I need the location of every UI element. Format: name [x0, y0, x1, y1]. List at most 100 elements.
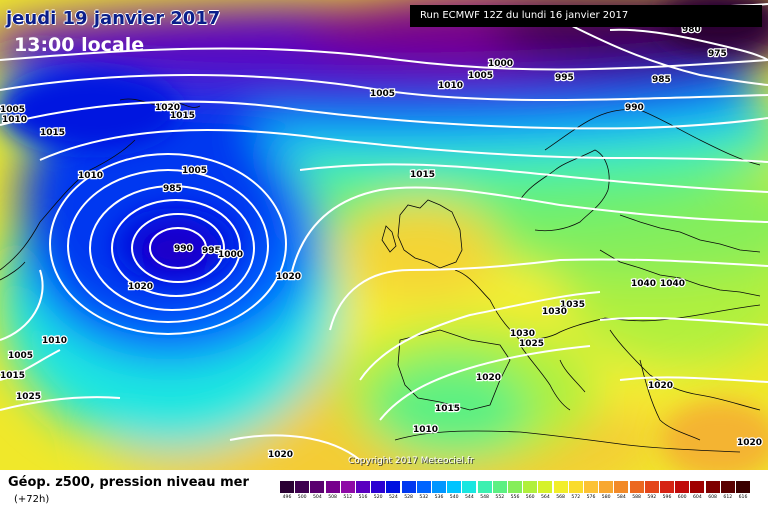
isobar-label: 990	[625, 103, 644, 113]
legend-value: 544	[465, 495, 474, 500]
isobar-label: 1020	[268, 450, 293, 460]
isobar-label: 1000	[218, 250, 243, 260]
legend-swatch	[568, 481, 583, 493]
forecast-date: jeudi 19 janvier 2017	[6, 8, 221, 29]
model-run-banner: Run ECMWF 12Z du lundi 16 janvier 2017	[410, 5, 762, 27]
isobar-label: 1005	[0, 105, 25, 115]
legend-swatch	[477, 481, 492, 493]
isobar-label: 1005	[182, 166, 207, 176]
legend-swatch	[280, 481, 294, 493]
legend-swatch	[614, 481, 629, 493]
isobar-label: 1015	[40, 128, 65, 138]
legend-value: 572	[571, 495, 581, 500]
legend-value: 600	[677, 495, 687, 500]
isobar-label: 990	[174, 244, 193, 254]
legend-swatch	[492, 481, 507, 493]
isobar-label: 1005	[468, 71, 493, 81]
isobars	[0, 3, 768, 461]
legend-value: 596	[662, 495, 672, 500]
legend-swatch	[660, 481, 674, 493]
legend-swatch	[432, 481, 446, 493]
legend-value: 608	[708, 495, 717, 500]
isobar-label: 1005	[8, 351, 33, 361]
legend-value: 560	[525, 495, 535, 500]
legend-swatch	[538, 481, 553, 493]
color-legend: 496 500 504 508 512 516 520 524 528 532 536 540 544 5…	[280, 481, 756, 505]
isobar-label: 1025	[16, 392, 41, 402]
isobar-label: 1015	[410, 170, 435, 180]
legend-swatch	[553, 481, 568, 493]
legend-swatch	[736, 481, 750, 493]
legend-swatch	[371, 481, 386, 493]
copyright-text: Copyright 2017 Meteociel.fr	[348, 456, 474, 466]
legend-value: 524	[389, 495, 398, 500]
isobar-label: 1020	[128, 282, 153, 292]
legend-value: 508	[328, 495, 337, 500]
isobar-label: 1025	[519, 339, 544, 349]
legend-swatch	[508, 481, 522, 493]
isobar-label: 1020	[476, 373, 501, 383]
isobar-label: 975	[708, 49, 727, 59]
legend-value: 612	[723, 495, 733, 500]
isobar-label: 1020	[737, 438, 762, 448]
legend-value: 576	[586, 495, 596, 500]
legend-swatch	[705, 481, 720, 493]
legend-value: 540	[449, 495, 459, 500]
legend-swatch	[447, 481, 462, 493]
legend-swatch	[462, 481, 477, 493]
legend-value: 564	[541, 495, 550, 500]
isobar-label: 1040	[660, 279, 685, 289]
isobar-label: 1010	[413, 425, 438, 435]
pressure-map: 980 975 985 990 995 1000 1005 1010 1005 …	[0, 0, 768, 470]
legend-swatch	[325, 481, 340, 493]
coastlines	[0, 98, 761, 453]
isobar-label: 1010	[42, 336, 67, 346]
legend-value: 556	[510, 495, 520, 500]
legend-value: 580	[601, 495, 611, 500]
legend-value: 504	[313, 495, 322, 500]
legend-swatch	[584, 481, 598, 493]
legend-value: 604	[693, 495, 702, 500]
isobar-label: 1030	[510, 329, 535, 339]
legend-value: 584	[617, 495, 626, 500]
legend-value: 500	[297, 495, 307, 500]
isobar-label: 1015	[0, 371, 25, 381]
legend-value: 548	[480, 495, 489, 500]
isobar-label: 1020	[648, 381, 673, 391]
forecast-lead-time: (+72h)	[14, 494, 50, 505]
legend-swatch	[720, 481, 735, 493]
legend-swatch	[386, 481, 401, 493]
legend-value: 616	[738, 495, 748, 500]
isobar-label: 1015	[170, 111, 195, 121]
isobar-label: 995	[202, 246, 221, 256]
isobar-label: 1020	[276, 272, 301, 282]
isobar-label: 1010	[438, 81, 463, 91]
legend-value: 568	[556, 495, 565, 500]
isobar-label: 1000	[488, 59, 513, 69]
isobar-label: 1030	[542, 307, 567, 317]
isobar-labels: 980 975 985 990 995 1000 1005 1010 1005 …	[0, 24, 763, 461]
legend-swatch	[690, 481, 705, 493]
legend-value: 516	[358, 495, 368, 500]
legend-value: 528	[404, 495, 413, 500]
forecast-time: 13:00 locale	[14, 34, 145, 56]
legend-swatch	[599, 481, 614, 493]
isobar-label: 1010	[78, 171, 103, 181]
legend-value: 536	[434, 495, 444, 500]
legend-swatch	[356, 481, 370, 493]
isobar-label: 985	[163, 184, 182, 194]
isobar-label: 985	[652, 75, 671, 85]
legend-value: 592	[647, 495, 657, 500]
isobar-label: 1020	[155, 103, 180, 113]
isobar-label: 1010	[2, 115, 27, 125]
isobar-label: 1040	[631, 279, 656, 289]
map-title: Géop. z500, pression niveau mer	[8, 475, 249, 490]
isobar-label: 995	[555, 73, 574, 83]
legend-value: 520	[373, 495, 383, 500]
legend-swatch	[295, 481, 310, 493]
legend-value: 552	[495, 495, 505, 500]
legend-swatch	[340, 481, 355, 493]
isobar-label: 1005	[370, 89, 395, 99]
legend-swatch	[310, 481, 325, 493]
